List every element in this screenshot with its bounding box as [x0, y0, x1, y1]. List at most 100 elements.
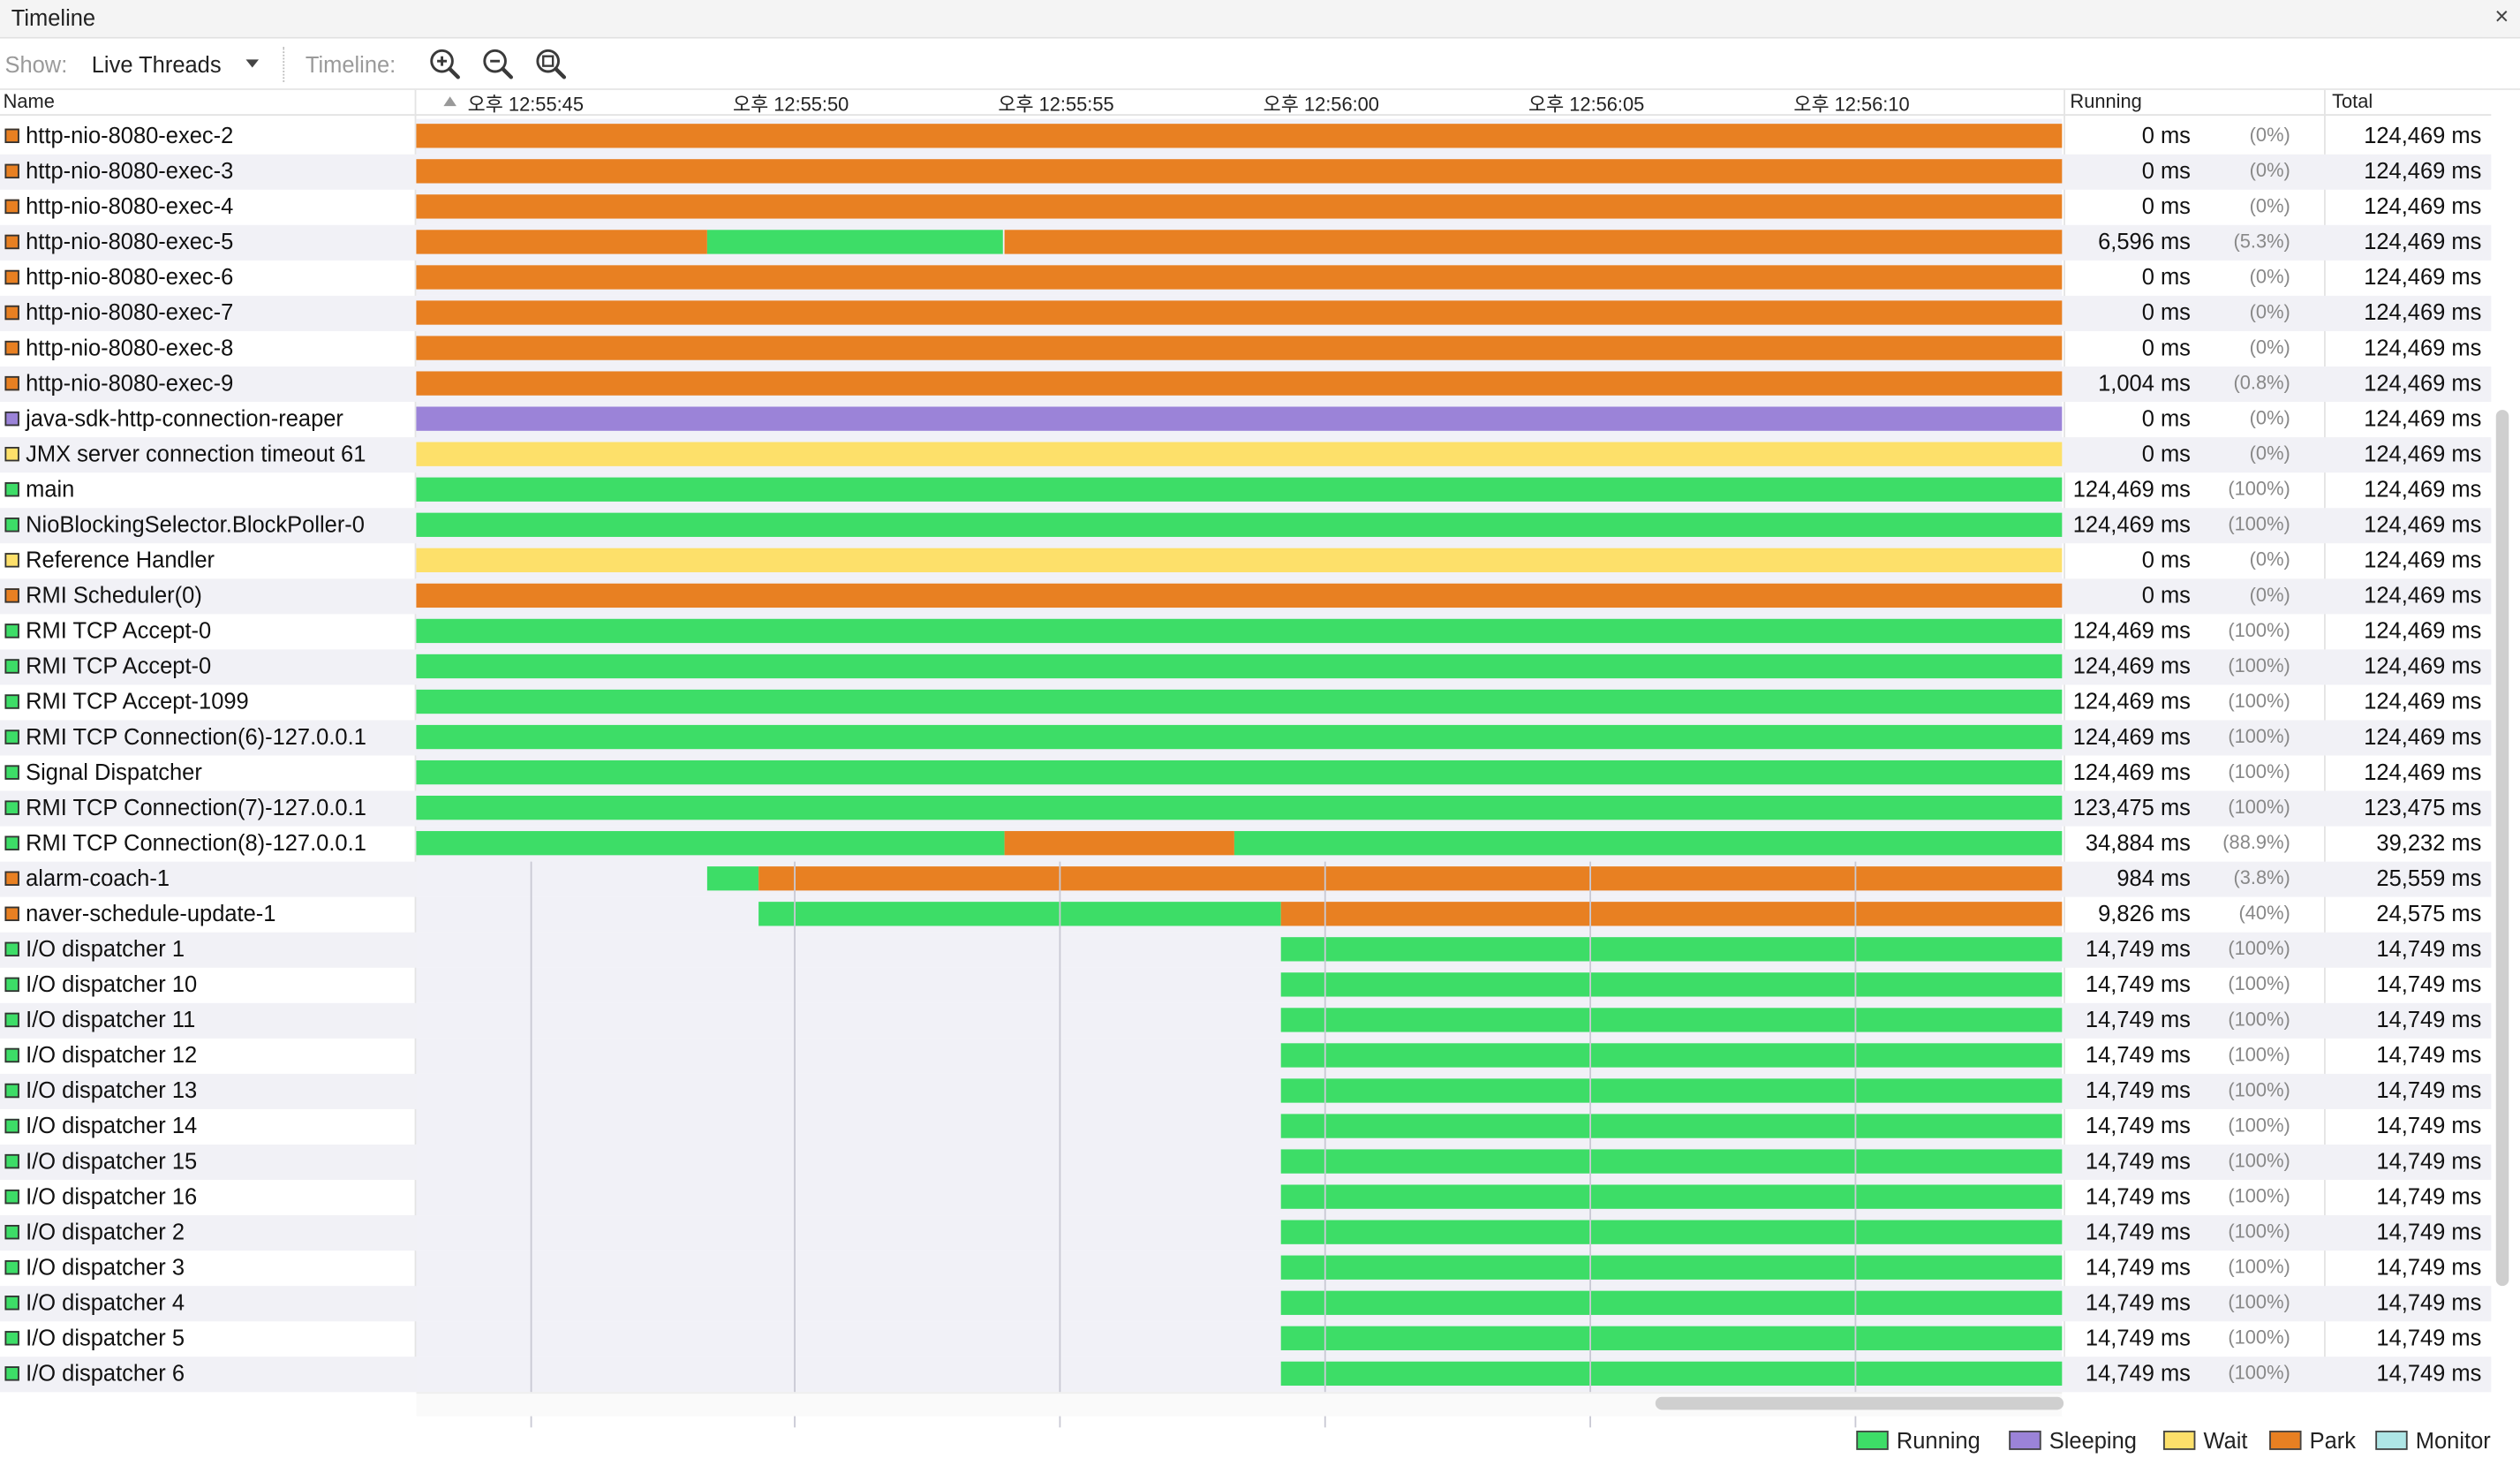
thread-name: Signal Dispatcher — [26, 759, 202, 785]
timeline-track[interactable] — [416, 366, 2063, 403]
timeline-track[interactable] — [416, 755, 2063, 791]
timeline-track[interactable] — [416, 684, 2063, 721]
table-row[interactable]: RMI TCP Connection(6)-127.0.0.1 124,469 m… — [0, 720, 2492, 756]
table-row[interactable]: I/O dispatcher 14 14,749 ms (100%) 14,749 m… — [0, 1108, 2491, 1145]
zoom-in-button[interactable] — [426, 45, 464, 84]
table-row[interactable]: http-nio-8080-exec-9 1,004 ms (0.8%) 124,46… — [0, 366, 2492, 403]
table-row[interactable]: Reference Handler 0 ms (0%) 124,469 ms — [0, 543, 2491, 579]
running-time: 0 ms — [2141, 157, 2191, 184]
table-row[interactable]: http-nio-8080-exec-4 0 ms (0%) 124,469 ms — [0, 189, 2491, 225]
table-row[interactable]: RMI TCP Accept-0 124,469 ms (100%) 124,469 … — [0, 614, 2491, 650]
table-row[interactable]: I/O dispatcher 4 14,749 ms (100%) 14,749 ms — [0, 1286, 2492, 1322]
timeline-track[interactable] — [416, 932, 2063, 968]
table-row[interactable]: I/O dispatcher 3 14,749 ms (100%) 14,749 ms — [0, 1251, 2491, 1287]
timeline-track[interactable] — [416, 720, 2063, 756]
timeline-track[interactable] — [416, 1356, 2063, 1393]
timeline-track[interactable] — [416, 826, 2063, 862]
table-row[interactable]: I/O dispatcher 1 14,749 ms (100%) 14,749 ms — [0, 932, 2492, 968]
show-dropdown[interactable]: Live Threads — [91, 51, 222, 78]
table-row[interactable]: http-nio-8080-exec-2 0 ms (0%) 124,469 ms — [0, 118, 2491, 155]
zoom-fit-button[interactable] — [532, 45, 570, 84]
timeline-track[interactable] — [416, 861, 2063, 897]
table-row[interactable]: http-nio-8080-exec-5 6,596 ms (5.3%) 124,46… — [0, 224, 2492, 261]
table-row[interactable]: I/O dispatcher 6 14,749 ms (100%) 14,749 ms — [0, 1356, 2492, 1393]
timeline-track[interactable] — [416, 1002, 2063, 1039]
table-row[interactable]: RMI TCP Connection(8)-127.0.0.1 34,884 ms… — [0, 826, 2491, 862]
close-icon[interactable]: × — [2494, 3, 2509, 31]
timeline-track[interactable] — [416, 1108, 2063, 1145]
timeline-track[interactable] — [416, 1144, 2063, 1181]
column-header-name[interactable]: Name — [3, 89, 55, 113]
running-percent: (100%) — [2228, 1008, 2290, 1031]
table-row[interactable]: RMI TCP Accept-1099 124,469 ms (100%) 124,4… — [0, 684, 2491, 721]
table-row[interactable]: alarm-coach-1 984 ms (3.8%) 25,559 ms — [0, 861, 2492, 897]
table-row[interactable]: I/O dispatcher 16 14,749 ms (100%) 14,749 m… — [0, 1180, 2491, 1216]
column-header-running[interactable]: Running — [2070, 89, 2142, 113]
timeline-track[interactable] — [416, 295, 2063, 331]
horizontal-scrollbar[interactable] — [1655, 1396, 2064, 1410]
zoom-in-icon — [430, 49, 460, 79]
vertical-scrollbar[interactable] — [2495, 410, 2509, 1287]
running-time: 14,749 ms — [2085, 1288, 2191, 1315]
table-row[interactable]: NioBlockingSelector.BlockPoller-0 124,469… — [0, 508, 2492, 544]
timeline-track[interactable] — [416, 790, 2063, 827]
thread-name: http-nio-8080-exec-2 — [26, 122, 234, 148]
timeline-track[interactable] — [416, 472, 2063, 509]
column-header-total[interactable]: Total — [2332, 89, 2373, 113]
table-row[interactable]: I/O dispatcher 2 14,749 ms (100%) 14,749 ms — [0, 1215, 2492, 1251]
table-row[interactable]: RMI TCP Accept-0 124,469 ms (100%) 124,469 … — [0, 649, 2492, 685]
table-row[interactable]: I/O dispatcher 5 14,749 ms (100%) 14,749 ms — [0, 1321, 2491, 1357]
timeline-track[interactable] — [416, 402, 2063, 438]
timeline-track[interactable] — [416, 543, 2063, 579]
thread-state-swatch — [4, 977, 19, 993]
timeline-segment-park — [1004, 230, 2063, 254]
table-row[interactable]: JMX server connection timeout 61 0 ms (0%)… — [0, 437, 2492, 473]
timeline-track[interactable] — [416, 1251, 2063, 1287]
timeline-track[interactable] — [416, 508, 2063, 544]
running-time: 0 ms — [2141, 581, 2191, 608]
timeline-track[interactable] — [416, 330, 2063, 367]
table-row[interactable]: RMI TCP Connection(7)-127.0.0.1 123,475 m… — [0, 790, 2492, 827]
table-row[interactable]: I/O dispatcher 15 14,749 ms (100%) 14,749 m… — [0, 1144, 2492, 1181]
table-row[interactable]: Signal Dispatcher 124,469 ms (100%) 124,469… — [0, 755, 2491, 791]
table-row[interactable]: I/O dispatcher 13 14,749 ms (100%) 14,749 m… — [0, 1073, 2492, 1109]
timeline-track[interactable] — [416, 118, 2063, 155]
timeline-track[interactable] — [416, 1286, 2063, 1322]
table-row[interactable]: http-nio-8080-exec-3 0 ms (0%) 124,469 ms — [0, 154, 2492, 190]
axis-tick-label: 오후 12:56:10 — [1793, 93, 1910, 117]
timeline-track[interactable] — [416, 578, 2063, 615]
table-row[interactable]: RMI Scheduler(0) 0 ms (0%) 124,469 ms — [0, 578, 2492, 615]
table-row[interactable]: java-sdk-http-connection-reaper 0 ms (0%) 1… — [0, 402, 2491, 438]
timeline-track[interactable] — [416, 1038, 2063, 1074]
timeline-track[interactable] — [416, 1321, 2063, 1357]
timeline-track[interactable] — [416, 437, 2063, 473]
table-row[interactable]: I/O dispatcher 10 14,749 ms (100%) 14,749 m… — [0, 967, 2491, 1003]
timeline-track[interactable] — [416, 1073, 2063, 1109]
timeline-track[interactable] — [416, 1180, 2063, 1216]
running-time: 0 ms — [2141, 546, 2191, 572]
zoom-out-button[interactable] — [479, 45, 517, 84]
timeline-track[interactable] — [416, 614, 2063, 650]
chevron-down-icon[interactable] — [245, 59, 260, 68]
show-label: Show: — [4, 51, 68, 78]
running-time: 0 ms — [2141, 122, 2191, 148]
timeline-track[interactable] — [416, 189, 2063, 225]
timeline-track[interactable] — [416, 154, 2063, 190]
timeline-track[interactable] — [416, 967, 2063, 1003]
thread-name: I/O dispatcher 10 — [26, 971, 198, 997]
table-row[interactable]: http-nio-8080-exec-8 0 ms (0%) 124,469 ms — [0, 330, 2491, 367]
running-percent: (100%) — [2228, 1078, 2290, 1101]
table-row[interactable]: http-nio-8080-exec-6 0 ms (0%) 124,469 ms — [0, 260, 2491, 296]
timeline-segment-running — [416, 724, 2063, 750]
timeline-track[interactable] — [416, 1215, 2063, 1251]
table-row[interactable]: I/O dispatcher 12 14,749 ms (100%) 14,749 m… — [0, 1038, 2491, 1074]
thread-name: alarm-coach-1 — [26, 865, 170, 891]
table-row[interactable]: naver-schedule-update-1 9,826 ms (40%) 24,5… — [0, 896, 2491, 933]
table-row[interactable]: http-nio-8080-exec-7 0 ms (0%) 124,469 ms — [0, 295, 2492, 331]
timeline-track[interactable] — [416, 224, 2063, 261]
timeline-track[interactable] — [416, 260, 2063, 296]
table-row[interactable]: main 124,469 ms (100%) 124,469 ms — [0, 472, 2491, 509]
timeline-track[interactable] — [416, 649, 2063, 685]
timeline-track[interactable] — [416, 896, 2063, 933]
table-row[interactable]: I/O dispatcher 11 14,749 ms (100%) 14,749 m… — [0, 1002, 2492, 1039]
